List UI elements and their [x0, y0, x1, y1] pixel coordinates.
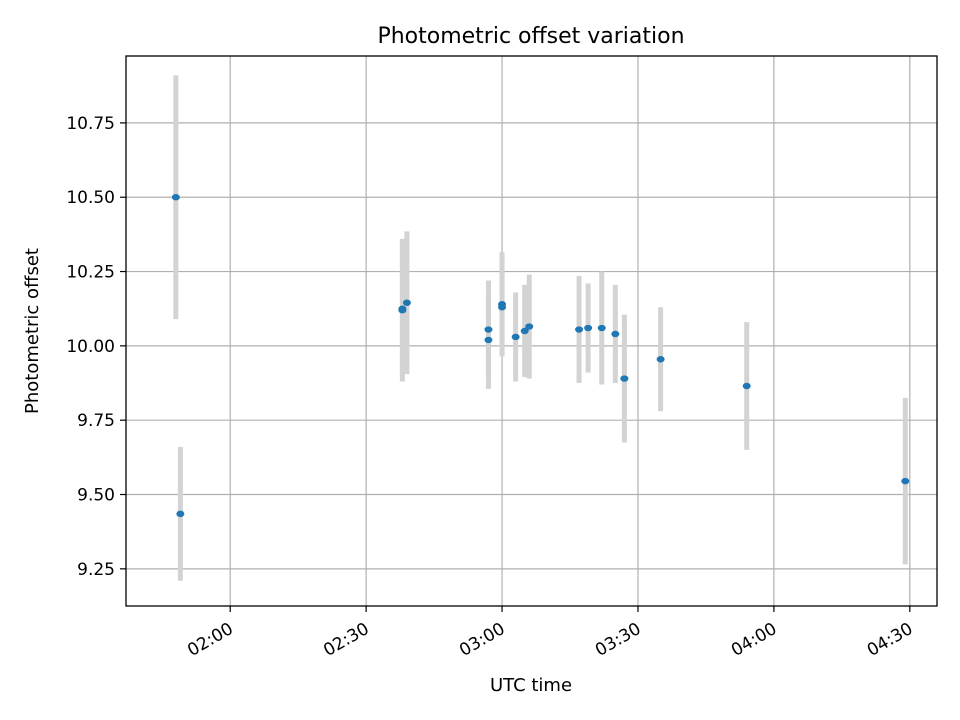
data-point — [901, 477, 910, 485]
y-tick-label: 10.00 — [66, 337, 115, 357]
data-point — [620, 375, 629, 382]
data-point — [171, 194, 180, 201]
data-point — [498, 301, 507, 308]
x-tick-label: 03:30 — [592, 619, 644, 661]
data-point — [484, 326, 493, 333]
chart-title: Photometric offset variation — [377, 24, 684, 49]
x-tick-label: 02:30 — [320, 619, 372, 661]
data-points — [171, 194, 910, 518]
y-tick-label: 10.75 — [66, 114, 115, 134]
data-point — [484, 336, 493, 344]
y-tick-label: 10.50 — [66, 188, 115, 208]
data-point — [656, 356, 665, 363]
data-point — [398, 305, 407, 312]
data-point — [402, 299, 411, 306]
x-tick-label: 04:30 — [864, 619, 916, 661]
data-point — [176, 510, 185, 518]
x-tick-label: 02:00 — [184, 619, 236, 661]
data-point — [611, 330, 620, 338]
x-axis-label: UTC time — [490, 675, 572, 696]
y-axis-ticks: 9.25 9.50 9.75 10.00 10.25 10.50 10.75 — [66, 114, 126, 580]
grid — [126, 56, 937, 606]
data-point — [511, 333, 520, 341]
y-tick-label: 9.25 — [77, 560, 115, 580]
x-axis-ticks: 02:00 02:30 03:00 03:30 04:00 04:30 — [184, 606, 916, 661]
y-tick-label: 9.50 — [77, 486, 115, 506]
data-point — [584, 324, 593, 332]
data-point — [520, 327, 529, 335]
y-tick-label: 10.25 — [66, 263, 115, 283]
y-axis-label: Photometric offset — [22, 248, 43, 414]
y-tick-label: 9.75 — [77, 411, 115, 431]
data-point — [575, 326, 584, 333]
x-tick-label: 04:00 — [728, 619, 780, 661]
plot-frame — [125, 55, 938, 607]
data-point — [742, 382, 751, 390]
data-point — [525, 323, 534, 330]
errorbars — [173, 75, 908, 581]
data-point — [597, 324, 606, 332]
x-tick-label: 03:00 — [456, 619, 508, 661]
